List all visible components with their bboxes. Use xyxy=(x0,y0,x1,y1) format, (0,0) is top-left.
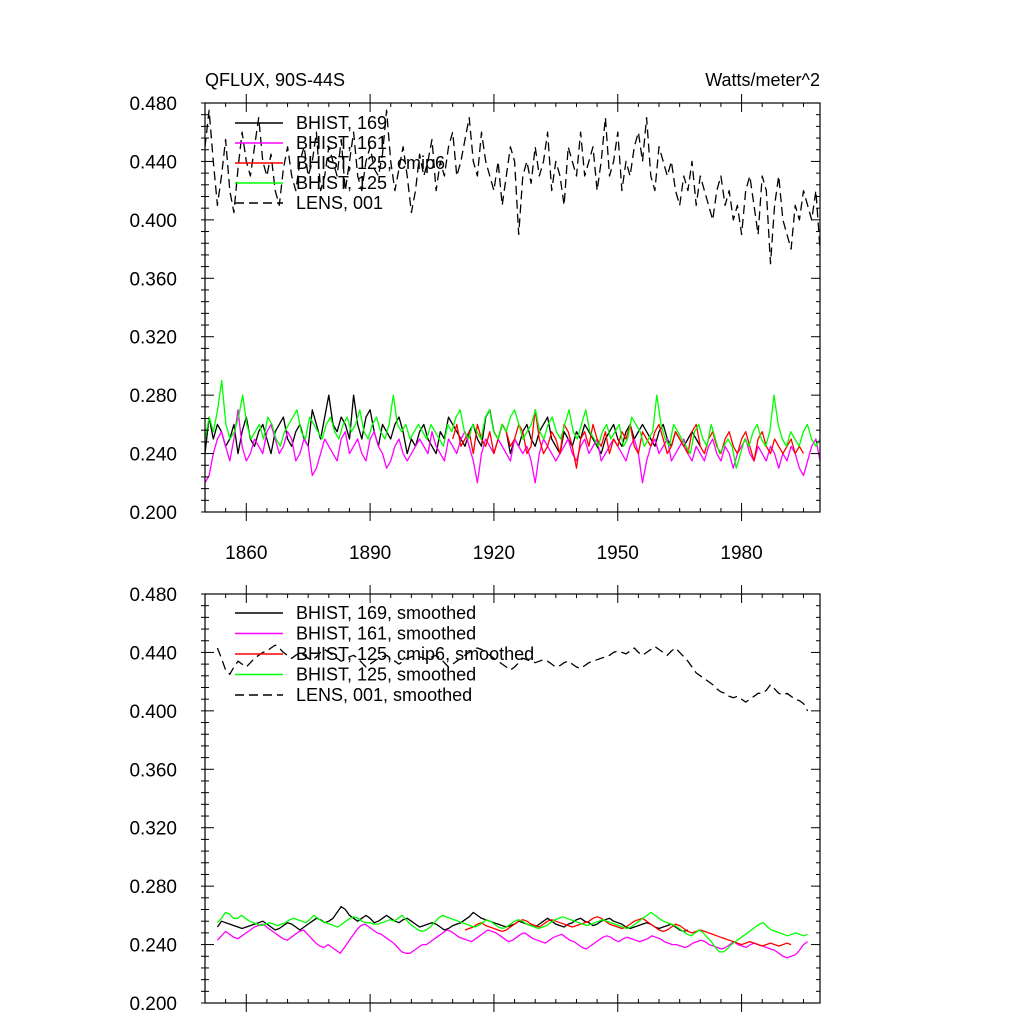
y-tick-label: 0.200 xyxy=(129,994,177,1015)
legend-label-2: BHIST, 125, cmip6 xyxy=(296,153,445,173)
legend-label-1: BHIST, 161 xyxy=(296,133,387,153)
series-line-3 xyxy=(216,911,808,953)
y-tick-label: 0.480 xyxy=(129,94,177,115)
series-line-4 xyxy=(216,644,809,712)
legend-label-0: BHIST, 169 xyxy=(296,113,387,133)
y-tick-label: 0.320 xyxy=(129,328,177,349)
series-line-1 xyxy=(204,409,821,484)
x-tick-label: 1950 xyxy=(597,543,639,564)
y-tick-label: 0.240 xyxy=(129,445,177,466)
y-tick-label: 0.480 xyxy=(129,585,177,606)
top-panel: 0.200 0.240 0.280 0.320 0.360 0.400 0.440 0.480… xyxy=(129,94,821,564)
y-tick-label: 0.440 xyxy=(129,643,177,664)
y-tick-label: 0.400 xyxy=(129,211,177,232)
series-line-1 xyxy=(216,923,808,959)
legend-label-2: BHIST, 125, cmip6, smoothed xyxy=(296,644,534,664)
series-line-0 xyxy=(216,905,689,933)
plot-frame xyxy=(204,593,821,1004)
legend-label-3: BHIST, 125 xyxy=(296,173,387,193)
plot-frame xyxy=(204,102,821,513)
series-line-2 xyxy=(464,916,792,947)
legend-label-0: BHIST, 169, smoothed xyxy=(296,603,476,623)
y-tick-label: 0.400 xyxy=(129,702,177,723)
y-tick-label: 0.280 xyxy=(129,877,177,898)
y-tick-label: 0.360 xyxy=(129,760,177,781)
x-tick-label: 1980 xyxy=(720,543,762,564)
bottom-panel: 0.200 0.240 0.280 0.320 0.360 0.400 0.440 0.480… xyxy=(129,585,821,1015)
x-tick-label: 1920 xyxy=(473,543,515,564)
y-tick-label: 0.200 xyxy=(129,503,177,524)
series-line-0 xyxy=(204,394,701,455)
x-tick-label: 1890 xyxy=(349,543,391,564)
y-tick-label: 0.240 xyxy=(129,936,177,957)
x-tick-label: 1860 xyxy=(225,543,267,564)
legend-label-4: LENS, 001, smoothed xyxy=(296,685,472,705)
y-tick-label: 0.440 xyxy=(129,152,177,173)
series-line-2 xyxy=(452,409,805,469)
series-line-4 xyxy=(204,109,821,265)
legend-label-3: BHIST, 125, smoothed xyxy=(296,665,476,685)
y-tick-label: 0.280 xyxy=(129,386,177,407)
legend-label-4: LENS, 001 xyxy=(296,193,383,213)
y-tick-label: 0.320 xyxy=(129,819,177,840)
chart-units: Watts/meter^2 xyxy=(705,70,820,90)
y-tick-label: 0.360 xyxy=(129,269,177,290)
chart-title: QFLUX, 90S-44S xyxy=(205,70,345,90)
series-line-3 xyxy=(204,379,821,469)
legend-label-1: BHIST, 161, smoothed xyxy=(296,624,476,644)
